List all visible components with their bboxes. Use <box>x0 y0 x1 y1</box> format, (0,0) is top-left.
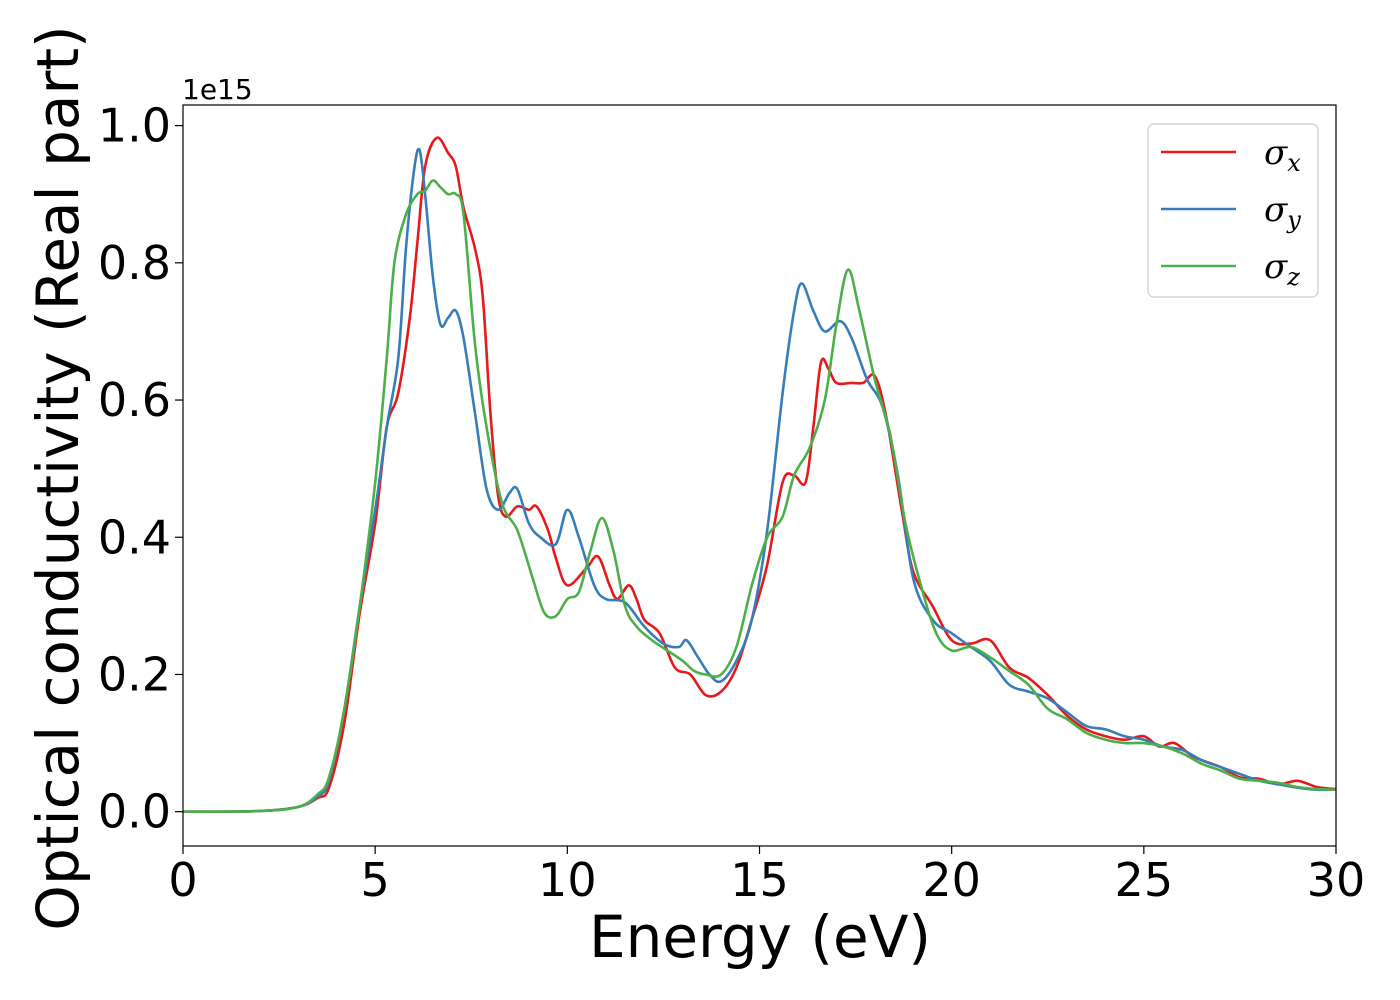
legend-label-z: σz <box>1264 247 1300 291</box>
x-tick-label: 10 <box>538 853 597 907</box>
series-line-x <box>182 136 1337 813</box>
y-offset-text: 1e15 <box>182 73 253 106</box>
x-axis: 0 5 10 15 20 25 30 <box>168 846 1365 907</box>
legend-label-x: σx <box>1264 133 1301 177</box>
y-tick-label: 0.6 <box>98 373 171 427</box>
x-tick-label: 20 <box>922 853 981 907</box>
y-tick-label: 0.4 <box>98 510 171 564</box>
y-tick-label: 1.0 <box>98 99 171 153</box>
y-tick-label: 0.0 <box>98 785 171 839</box>
legend-box <box>1147 123 1319 298</box>
y-tick-label: 0.2 <box>98 647 171 701</box>
series-layer <box>182 136 1337 813</box>
x-tick-label: 0 <box>168 853 197 907</box>
y-tick-label: 0.8 <box>98 236 171 290</box>
legend-label-y: σy <box>1264 190 1301 234</box>
x-tick-label: 5 <box>361 853 390 907</box>
series-line-z <box>182 179 1337 813</box>
legend: σx σy σz <box>1147 123 1319 298</box>
x-tick-label: 15 <box>730 853 789 907</box>
y-axis-title: Optical conductivity (Real part) <box>24 25 92 930</box>
x-axis-title: Energy (eV) <box>589 903 931 971</box>
series-line-y <box>182 147 1337 813</box>
x-tick-label: 25 <box>1115 853 1174 907</box>
x-tick-label: 30 <box>1307 853 1366 907</box>
y-axis: 0.0 0.2 0.4 0.6 0.8 1.0 <box>98 99 183 839</box>
